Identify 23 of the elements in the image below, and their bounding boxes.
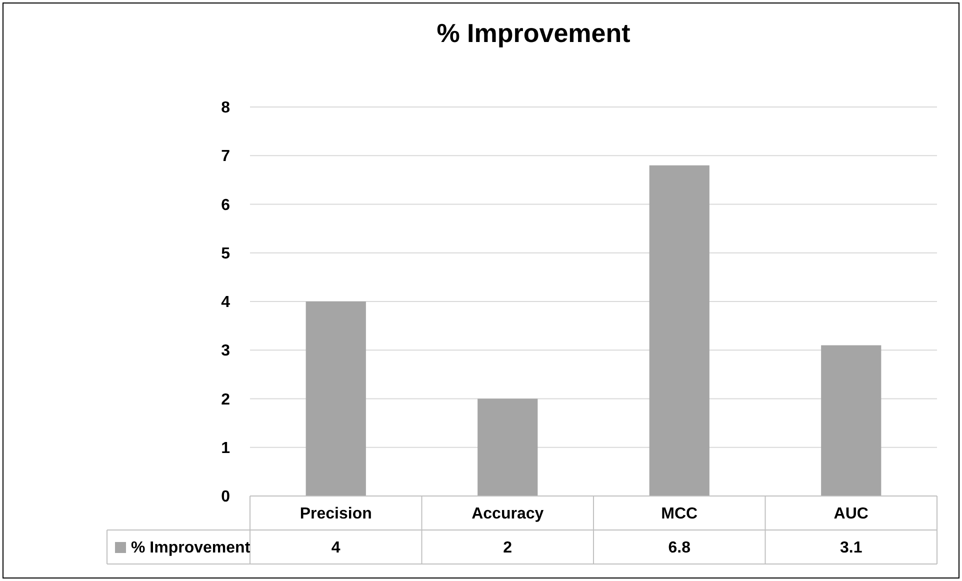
bar [478,398,538,496]
bar [821,345,882,496]
data-label: 4 [331,540,340,557]
y-tick-label: 8 [221,100,230,117]
bar [306,302,366,496]
y-tick-label: 3 [221,342,230,360]
y-tick-label: 6 [221,196,230,214]
x-tick-label: AUC [834,506,869,523]
data-label: 6.8 [668,540,691,557]
y-tick-label: 2 [221,391,230,408]
bar [649,165,710,496]
y-tick-label: 4 [221,294,230,312]
x-tick-label: Accuracy [472,506,544,523]
y-tick-label: 0 [221,488,230,506]
x-tick-label: Precision [300,506,372,523]
data-label: 3.1 [840,540,862,557]
y-tick-label: 7 [221,148,230,166]
y-tick-label: 5 [221,245,230,262]
data-label: 2 [503,540,512,557]
y-tick-label: 1 [221,440,230,457]
x-tick-label: MCC [661,506,698,523]
chart-title: % Improvement [436,18,631,48]
legend-label: % Improvement [131,540,251,557]
